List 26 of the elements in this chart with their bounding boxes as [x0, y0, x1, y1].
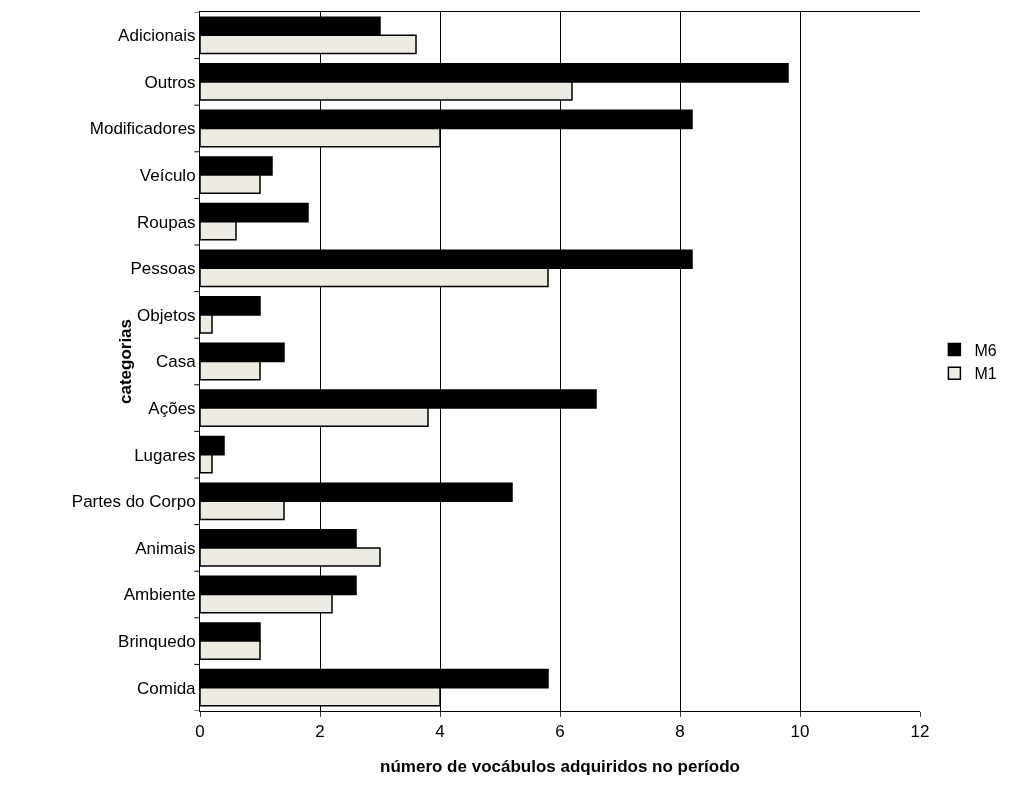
x-tick-label: 12	[910, 722, 930, 742]
y-axis-title: categorias	[116, 318, 136, 405]
x-tick-label: 6	[555, 722, 565, 742]
y-tick-label: Brinquedo	[118, 632, 196, 652]
y-tick-label: Casa	[155, 352, 197, 372]
y-tick-label: Animais	[135, 538, 196, 558]
y-tick-label: Modificadores	[89, 119, 196, 139]
y-tick-label: Pessoas	[130, 259, 196, 279]
y-tick-label: Lugares	[134, 445, 196, 465]
x-tick-label: 2	[315, 722, 325, 742]
x-axis-title: número de vocábulos adquiridos no período	[380, 757, 740, 776]
y-tick-label: Objetos	[137, 305, 196, 325]
y-tick-label: Veículo	[139, 166, 196, 186]
y-tick-label: Ações	[148, 399, 196, 419]
y-tick-label: Roupas	[136, 212, 196, 232]
y-tick-label: Ambiente	[123, 585, 196, 605]
legend-label: M6	[974, 341, 997, 359]
y-tick-label: Comida	[137, 678, 197, 698]
y-tick-label: Partes do Corpo	[71, 492, 196, 512]
x-tick-label: 10	[790, 722, 810, 742]
y-tick-label: Adicionais	[118, 26, 196, 46]
x-tick-label: 4	[435, 722, 445, 742]
x-tick-label: 8	[675, 722, 685, 742]
legend-label: M1	[974, 365, 997, 383]
x-tick-label: 0	[195, 722, 205, 742]
y-tick-label: Outros	[144, 72, 196, 92]
